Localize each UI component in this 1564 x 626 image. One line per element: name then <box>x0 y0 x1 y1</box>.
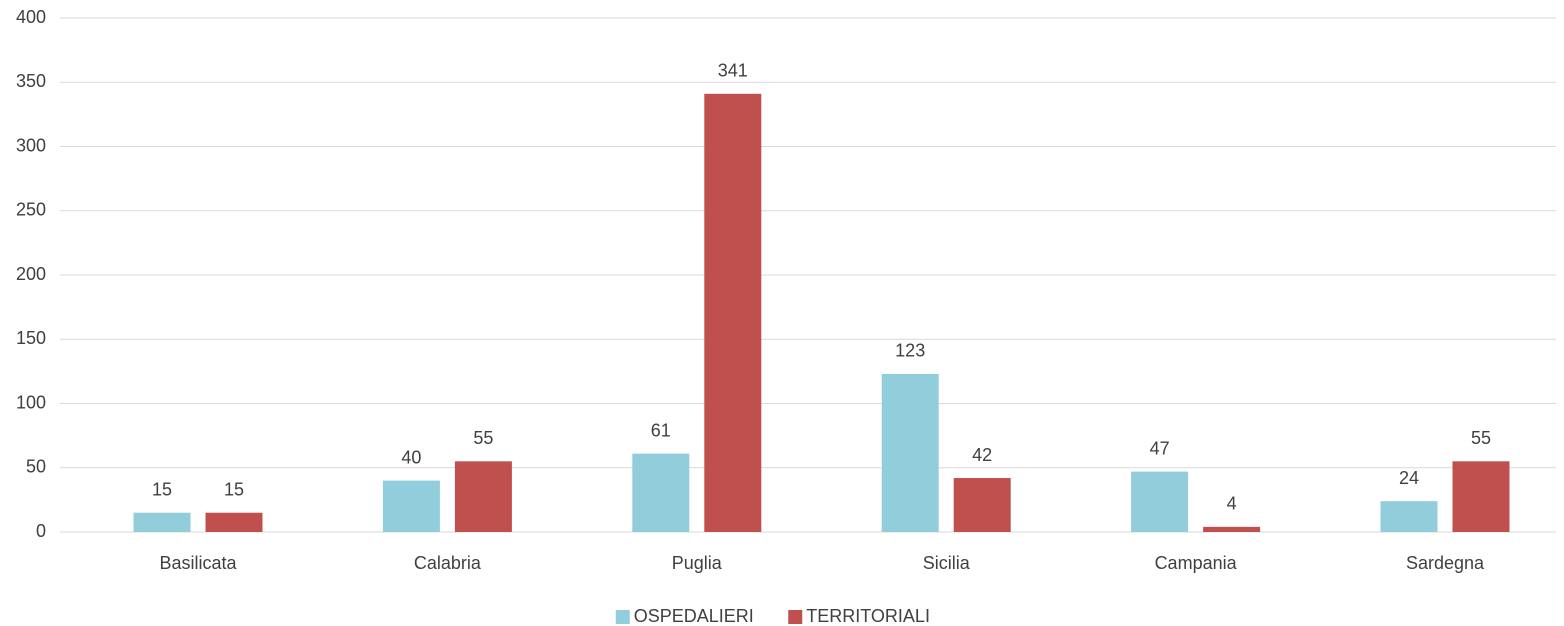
bar <box>1452 461 1510 532</box>
y-tick-label: 250 <box>16 200 46 220</box>
bar <box>1203 526 1261 532</box>
data-label: 55 <box>473 428 493 448</box>
data-label: 15 <box>152 479 172 499</box>
y-tick-label: 400 <box>16 7 46 27</box>
data-label: 61 <box>651 420 671 440</box>
y-tick-label: 50 <box>26 457 46 477</box>
bar <box>1131 471 1189 532</box>
bar <box>454 461 512 532</box>
x-tick-label: Calabria <box>414 553 482 573</box>
legend-label: OSPEDALIERI <box>634 606 754 626</box>
legend-swatch <box>788 610 803 624</box>
legend-swatch <box>615 610 630 624</box>
x-tick-label: Sardegna <box>1406 553 1485 573</box>
bar <box>205 512 263 532</box>
y-tick-label: 150 <box>16 328 46 348</box>
data-label: 24 <box>1399 468 1419 488</box>
bar <box>382 480 440 532</box>
x-tick-label: Basilicata <box>159 553 237 573</box>
data-label: 15 <box>224 479 244 499</box>
data-label: 4 <box>1227 494 1237 514</box>
y-tick-label: 300 <box>16 135 46 155</box>
data-label: 341 <box>718 61 748 81</box>
data-label: 123 <box>895 341 925 361</box>
data-label: 42 <box>972 445 992 465</box>
y-tick-label: 200 <box>16 264 46 284</box>
bar <box>1380 501 1438 532</box>
bar <box>704 93 762 532</box>
y-tick-label: 100 <box>16 392 46 412</box>
bar <box>632 453 690 532</box>
bar <box>881 373 939 532</box>
y-tick-label: 0 <box>36 521 46 541</box>
legend-label: TERRITORIALI <box>806 606 930 626</box>
y-tick-label: 350 <box>16 71 46 91</box>
x-tick-label: Sicilia <box>923 553 971 573</box>
bar <box>133 512 191 532</box>
data-label: 40 <box>401 447 421 467</box>
x-tick-label: Puglia <box>672 553 723 573</box>
x-tick-label: Campania <box>1155 553 1238 573</box>
data-label: 47 <box>1150 438 1170 458</box>
bar <box>953 478 1011 532</box>
data-label: 55 <box>1471 428 1491 448</box>
